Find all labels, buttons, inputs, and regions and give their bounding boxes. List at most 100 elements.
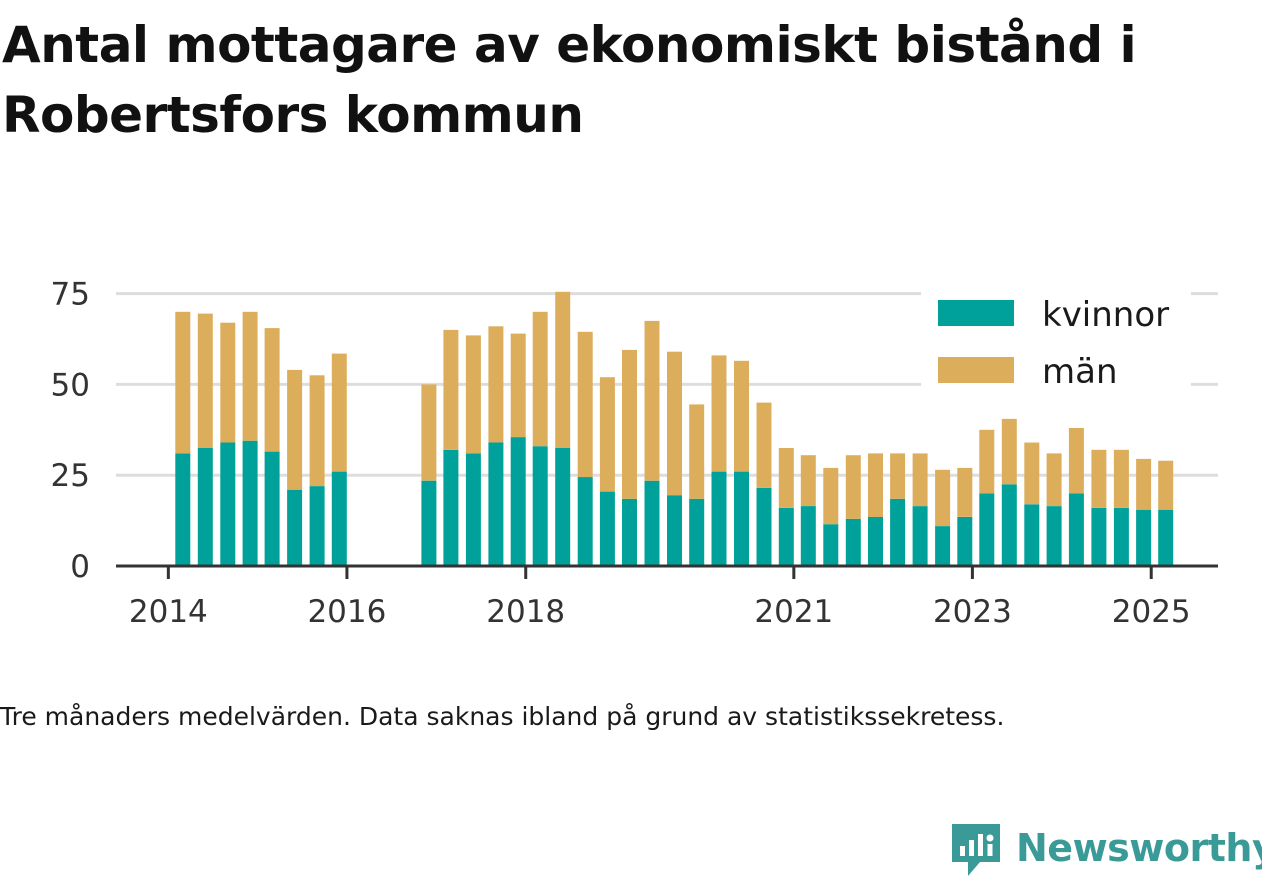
bar-kvinnor bbox=[488, 442, 504, 566]
bar-kvinnor bbox=[510, 437, 526, 566]
bar-man bbox=[488, 326, 504, 443]
y-tick-label: 75 bbox=[51, 277, 90, 313]
bar-man bbox=[175, 311, 191, 454]
bar-man bbox=[1068, 428, 1084, 494]
bar-man bbox=[935, 469, 951, 527]
bar-man bbox=[823, 467, 839, 525]
bar-kvinnor bbox=[599, 491, 615, 566]
bar-man bbox=[979, 429, 995, 494]
bar-kvinnor bbox=[287, 489, 303, 566]
bar-man bbox=[443, 329, 459, 450]
bar-man bbox=[510, 333, 526, 438]
bar-man bbox=[309, 375, 325, 487]
bar-man bbox=[756, 402, 772, 488]
bar-kvinnor bbox=[622, 498, 637, 566]
bar-kvinnor bbox=[1024, 504, 1040, 566]
bar-man bbox=[1113, 449, 1129, 508]
bar-man bbox=[331, 353, 347, 472]
bar-man bbox=[1046, 453, 1062, 507]
stacked-bar-chart: 0 25 50 75 2014 2016 2018 2021 2023 2025 kvinnor … bbox=[51, 277, 1218, 630]
bar-kvinnor bbox=[532, 446, 548, 566]
bar-man bbox=[734, 360, 749, 472]
bar-man bbox=[220, 322, 236, 443]
bar-man bbox=[264, 328, 280, 452]
legend: kvinnor män bbox=[921, 284, 1191, 392]
bar-kvinnor bbox=[421, 480, 437, 566]
bar-kvinnor bbox=[756, 487, 772, 566]
brand-name: Newsworthy bbox=[1016, 826, 1262, 870]
bar-kvinnor bbox=[1001, 484, 1017, 566]
bar-man bbox=[800, 455, 816, 506]
bar-kvinnor bbox=[1158, 509, 1174, 566]
bar-kvinnor bbox=[734, 471, 749, 566]
bar-man bbox=[1158, 460, 1174, 510]
bar-kvinnor bbox=[1113, 507, 1129, 566]
bar-man bbox=[287, 369, 303, 490]
bar-man bbox=[532, 311, 548, 447]
bar-man bbox=[711, 355, 727, 472]
bar-kvinnor bbox=[845, 518, 861, 566]
bar-kvinnor bbox=[868, 517, 883, 566]
x-tick-label: 2025 bbox=[1112, 594, 1191, 630]
bar-man bbox=[957, 467, 973, 517]
bar-man bbox=[912, 453, 928, 507]
bar-kvinnor bbox=[644, 480, 660, 566]
bar-kvinnor bbox=[331, 471, 347, 566]
bar-man bbox=[689, 404, 705, 499]
y-tick-label: 25 bbox=[51, 458, 90, 494]
bar-man bbox=[1024, 442, 1040, 505]
bar-man bbox=[197, 313, 213, 448]
bar-kvinnor bbox=[979, 493, 995, 566]
bar-man bbox=[622, 349, 637, 499]
axes: 0 25 50 75 2014 2016 2018 2021 2023 2025 bbox=[51, 277, 1218, 630]
bar-kvinnor bbox=[800, 506, 816, 566]
bar-kvinnor bbox=[957, 517, 973, 566]
chart-title: Antal mottagare av ekonomiskt bistånd i … bbox=[2, 16, 1137, 144]
legend-swatch-man bbox=[938, 357, 1014, 383]
bar-kvinnor bbox=[711, 471, 727, 566]
bar-man bbox=[555, 291, 571, 448]
bar-man bbox=[1091, 449, 1107, 508]
legend-label-man: män bbox=[1042, 352, 1118, 392]
legend-swatch-kvinnor bbox=[938, 300, 1014, 326]
bar-kvinnor bbox=[264, 451, 280, 566]
bar-kvinnor bbox=[689, 498, 705, 566]
x-tick-label: 2023 bbox=[933, 594, 1012, 630]
x-tick-label: 2014 bbox=[129, 594, 208, 630]
y-tick-label: 50 bbox=[51, 367, 90, 403]
bar-man bbox=[599, 377, 615, 492]
bar-kvinnor bbox=[443, 449, 459, 566]
bar-man bbox=[421, 384, 437, 481]
bar-kvinnor bbox=[823, 524, 839, 566]
y-tick-label: 0 bbox=[70, 549, 90, 585]
bar-kvinnor bbox=[555, 448, 571, 566]
bar-man bbox=[868, 453, 883, 517]
bar-man bbox=[242, 311, 258, 441]
legend-label-kvinnor: kvinnor bbox=[1042, 295, 1169, 335]
bar-man bbox=[1136, 458, 1152, 510]
brand: Newsworthy bbox=[950, 818, 1262, 878]
x-tick-label: 2021 bbox=[754, 594, 833, 630]
bar-kvinnor bbox=[197, 448, 213, 566]
bar-man bbox=[644, 320, 660, 481]
bar-kvinnor bbox=[1046, 506, 1062, 566]
bar-kvinnor bbox=[935, 526, 951, 566]
bar-man bbox=[778, 448, 794, 508]
newsworthy-logo-icon bbox=[952, 824, 1000, 876]
bar-kvinnor bbox=[309, 486, 325, 566]
bar-man bbox=[1001, 418, 1017, 485]
bar-kvinnor bbox=[465, 453, 481, 566]
bar-kvinnor bbox=[667, 495, 682, 566]
bar-kvinnor bbox=[778, 507, 794, 566]
footnote: Tre månaders medelvärden. Data saknas ib… bbox=[0, 702, 1005, 731]
bar-man bbox=[577, 331, 593, 478]
bar-kvinnor bbox=[1136, 509, 1152, 566]
bar-man bbox=[465, 335, 481, 454]
bar-kvinnor bbox=[890, 498, 906, 566]
bar-kvinnor bbox=[242, 440, 258, 566]
bar-man bbox=[890, 453, 906, 499]
bar-kvinnor bbox=[1068, 493, 1084, 566]
bar-man bbox=[845, 455, 861, 519]
bar-man bbox=[667, 351, 682, 496]
bar-kvinnor bbox=[912, 506, 928, 566]
